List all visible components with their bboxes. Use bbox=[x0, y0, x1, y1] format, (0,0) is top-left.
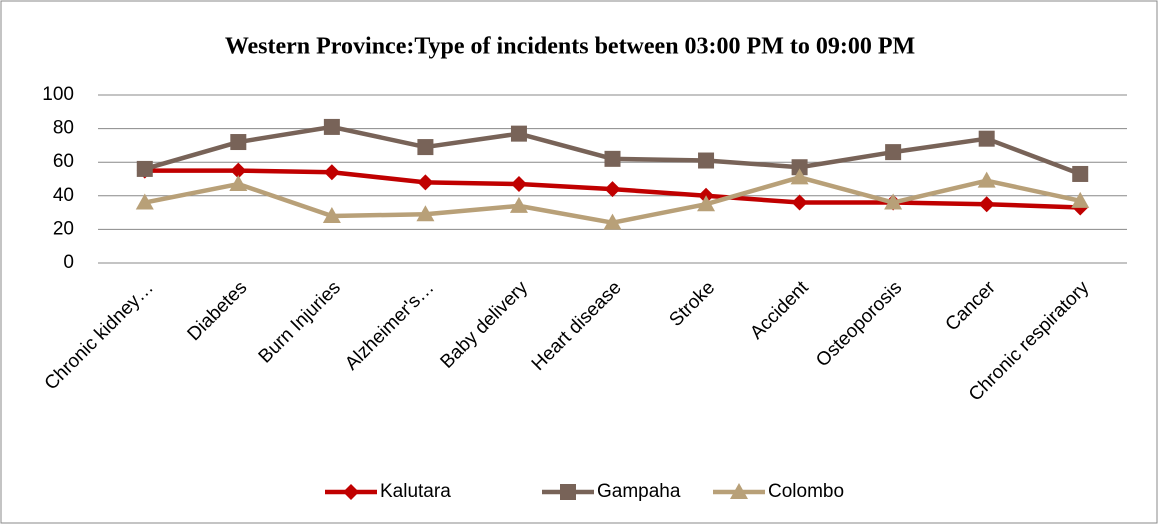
point bbox=[791, 194, 808, 211]
point bbox=[136, 160, 153, 177]
point bbox=[510, 125, 527, 142]
point bbox=[977, 171, 996, 188]
point bbox=[697, 195, 716, 212]
legend-label: Kalutara bbox=[380, 481, 451, 502]
legend-marker bbox=[343, 484, 359, 500]
point bbox=[323, 118, 340, 135]
point bbox=[791, 159, 808, 176]
y-tick-label: 80 bbox=[53, 118, 74, 139]
point bbox=[417, 139, 434, 156]
point bbox=[604, 181, 621, 198]
y-tick-label: 60 bbox=[53, 151, 74, 172]
point bbox=[978, 130, 995, 147]
point bbox=[790, 168, 809, 185]
point bbox=[322, 206, 341, 223]
y-tick-label: 40 bbox=[53, 185, 74, 206]
y-tick-label: 0 bbox=[63, 252, 74, 273]
point bbox=[698, 152, 715, 169]
point bbox=[884, 193, 903, 210]
point bbox=[510, 176, 527, 193]
legend-marker bbox=[560, 484, 576, 500]
point bbox=[603, 213, 622, 230]
point bbox=[230, 162, 247, 179]
point bbox=[323, 164, 340, 181]
y-tick-label: 20 bbox=[53, 218, 74, 239]
point bbox=[604, 150, 621, 167]
point bbox=[1071, 191, 1090, 208]
point bbox=[509, 196, 528, 213]
point bbox=[229, 175, 248, 192]
legend-marker bbox=[730, 483, 748, 499]
point bbox=[230, 134, 247, 151]
legend-label: Colombo bbox=[768, 481, 844, 502]
point bbox=[416, 205, 435, 222]
point bbox=[1072, 165, 1089, 182]
chart-title: Western Province:Type of incidents betwe… bbox=[225, 34, 915, 60]
point bbox=[978, 196, 995, 213]
point bbox=[417, 174, 434, 191]
legend-label: Gampaha bbox=[597, 481, 681, 502]
point bbox=[135, 193, 154, 210]
y-tick-label: 100 bbox=[42, 84, 74, 105]
point bbox=[885, 144, 902, 161]
